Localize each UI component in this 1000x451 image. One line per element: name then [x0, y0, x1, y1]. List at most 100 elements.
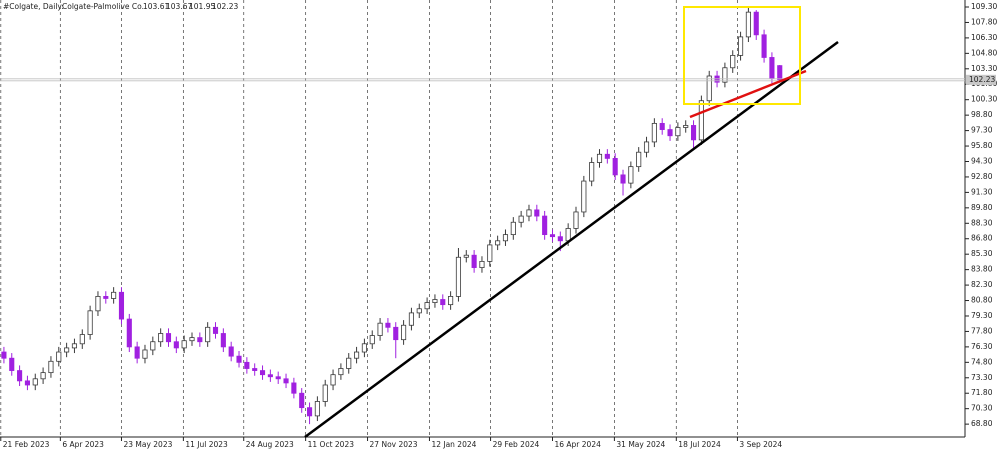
y-tick-label: 85.30: [971, 249, 993, 258]
y-tick-label: 109.30: [971, 2, 997, 11]
y-tick-label: 98.80: [971, 110, 993, 119]
candle-body: [471, 254, 477, 268]
x-tick-label: 16 Apr 2024: [554, 440, 601, 449]
candle-body: [636, 151, 642, 168]
y-tick-label: 107.80: [971, 17, 997, 26]
candle-body: [659, 122, 665, 130]
y-tick-label: 80.80: [971, 296, 993, 305]
y-tick-label: 100.30: [971, 95, 997, 104]
candle-body: [738, 36, 744, 56]
x-tick-label: 11 Oct 2023: [308, 440, 355, 449]
x-tick-label: 12 Jan 2024: [431, 440, 476, 449]
candle-body: [565, 228, 571, 242]
candle-body: [581, 180, 587, 213]
candle-body: [518, 215, 524, 223]
candle-body: [549, 234, 556, 238]
candle-body: [111, 291, 117, 299]
x-tick-label: 23 May 2023: [123, 440, 172, 449]
chart-title: Colgate-Palmolive Co.: [62, 2, 144, 11]
candle-body: [9, 357, 15, 371]
candle-body: [165, 333, 172, 343]
candle-body: [393, 326, 399, 341]
candle-body: [761, 34, 767, 58]
candle-body: [48, 360, 54, 374]
candle-body: [322, 384, 328, 402]
x-tick-label: 27 Nov 2023: [370, 440, 418, 449]
candle-body: [479, 260, 485, 268]
x-tick-label: 24 Aug 2023: [246, 440, 294, 449]
candle-body: [346, 357, 352, 369]
candle-body: [455, 256, 462, 297]
candle-body: [401, 324, 407, 341]
x-tick-label: 11 Jul 2023: [185, 440, 228, 449]
candle-body: [40, 372, 46, 380]
candle-body: [416, 308, 422, 314]
candle-body: [79, 334, 85, 345]
y-tick-label: 77.80: [971, 326, 993, 335]
candle-body: [17, 370, 23, 382]
candle-body: [651, 122, 657, 143]
x-tick-label: 3 Sep 2024: [739, 440, 782, 449]
candle-body: [361, 343, 367, 353]
candle-body: [777, 65, 783, 81]
candle-body: [142, 349, 148, 359]
candle-body: [408, 312, 414, 326]
y-tick-label: 76.30: [971, 342, 993, 351]
candle-body: [730, 55, 736, 69]
candle-body: [267, 374, 273, 378]
candle-body: [534, 209, 540, 217]
candle-body: [643, 141, 650, 153]
candle-body: [463, 254, 469, 258]
y-tick-label: 97.30: [971, 126, 993, 135]
candle-body: [189, 337, 195, 342]
candle-body: [32, 378, 38, 386]
candle-body: [64, 347, 70, 353]
candle-body: [385, 322, 391, 328]
candle-body: [542, 215, 548, 236]
x-tick-label: 31 May 2024: [616, 440, 665, 449]
candle-body: [628, 166, 634, 184]
candle-body: [354, 351, 360, 359]
high: 103.67: [166, 2, 192, 11]
candle-body: [205, 326, 211, 343]
last-price-box: [966, 74, 996, 85]
candle-body: [95, 296, 101, 312]
y-tick-label: 94.30: [971, 156, 993, 165]
x-tick-label: 29 Feb 2024: [493, 440, 540, 449]
y-tick-label: 70.30: [971, 404, 993, 413]
y-tick-label: 92.80: [971, 172, 993, 181]
y-tick-label: 68.80: [971, 419, 993, 428]
candle-body: [424, 302, 430, 310]
y-tick-label: 89.80: [971, 203, 993, 212]
candle-body: [698, 100, 704, 141]
candle-body: [134, 346, 140, 359]
candle-body: [753, 11, 759, 36]
candle-body: [103, 296, 109, 299]
candle-body: [526, 209, 532, 217]
support-line: [689, 69, 807, 119]
x-tick-label: 18 Jul 2024: [678, 440, 721, 449]
last-price-label: 102.23: [969, 75, 995, 84]
candle-body: [24, 380, 30, 386]
candle-body: [220, 333, 226, 348]
candle-body: [56, 351, 62, 362]
candle-body: [683, 125, 689, 128]
candle-body: [495, 240, 501, 246]
candle-body: [314, 401, 320, 417]
highlight-box: [683, 6, 801, 105]
candle-body: [769, 57, 775, 79]
candle-body: [502, 234, 509, 242]
candle-body: [620, 174, 626, 184]
open: 103.61: [143, 2, 169, 11]
header: #Colgate, Daily: Colgate-Palmolive Co. 1…: [3, 2, 238, 11]
y-tick-label: 73.30: [971, 373, 993, 382]
candle-body: [675, 127, 681, 137]
candle-body: [589, 162, 595, 182]
candle-body: [252, 368, 258, 371]
candle-body: [283, 378, 289, 384]
symbol: #Colgate, Daily:: [3, 2, 64, 11]
candle-body: [612, 158, 618, 176]
candle-body: [197, 337, 203, 343]
